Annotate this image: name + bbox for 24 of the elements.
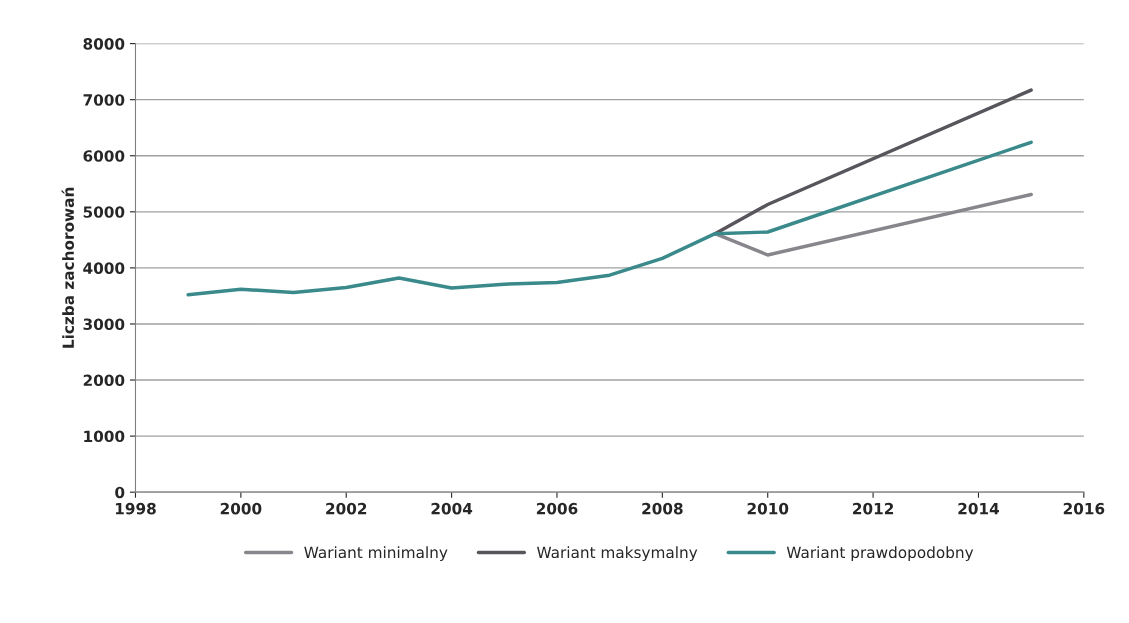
legend-label: Wariant maksymalny — [537, 546, 698, 562]
x-tick-label: 1998 — [115, 502, 156, 515]
y-tick-label: 7000 — [83, 94, 125, 106]
x-tick-label: 2010 — [747, 502, 789, 515]
y-axis-title: Liczba zachorowań — [61, 187, 75, 348]
x-tick-label: 2014 — [958, 502, 1000, 515]
y-tick-label: 5000 — [83, 206, 125, 218]
x-tick-label: 2016 — [1063, 502, 1105, 515]
x-tick-label: 2012 — [853, 502, 894, 515]
y-tick-label: 6000 — [83, 150, 125, 162]
y-tick-label: 2000 — [83, 374, 125, 387]
y-tick-label: 4000 — [83, 262, 125, 274]
x-tick-label: 2004 — [431, 502, 473, 515]
y-tick-label: 1000 — [84, 430, 125, 443]
y-tick-label: 0 — [115, 486, 125, 499]
y-tick-label: 3000 — [83, 318, 125, 330]
line-series — [186, 140, 1033, 297]
x-tick-label: 2002 — [326, 502, 367, 515]
legend-label: Wariant minimalny — [304, 546, 448, 562]
y-tick-label: 8000 — [83, 38, 125, 50]
x-tick-label: 2006 — [536, 502, 578, 515]
x-tick-label: 2000 — [220, 502, 262, 515]
legend-label: Wariant prawdopodobny — [786, 546, 974, 562]
x-tick-label: 2008 — [642, 502, 683, 515]
